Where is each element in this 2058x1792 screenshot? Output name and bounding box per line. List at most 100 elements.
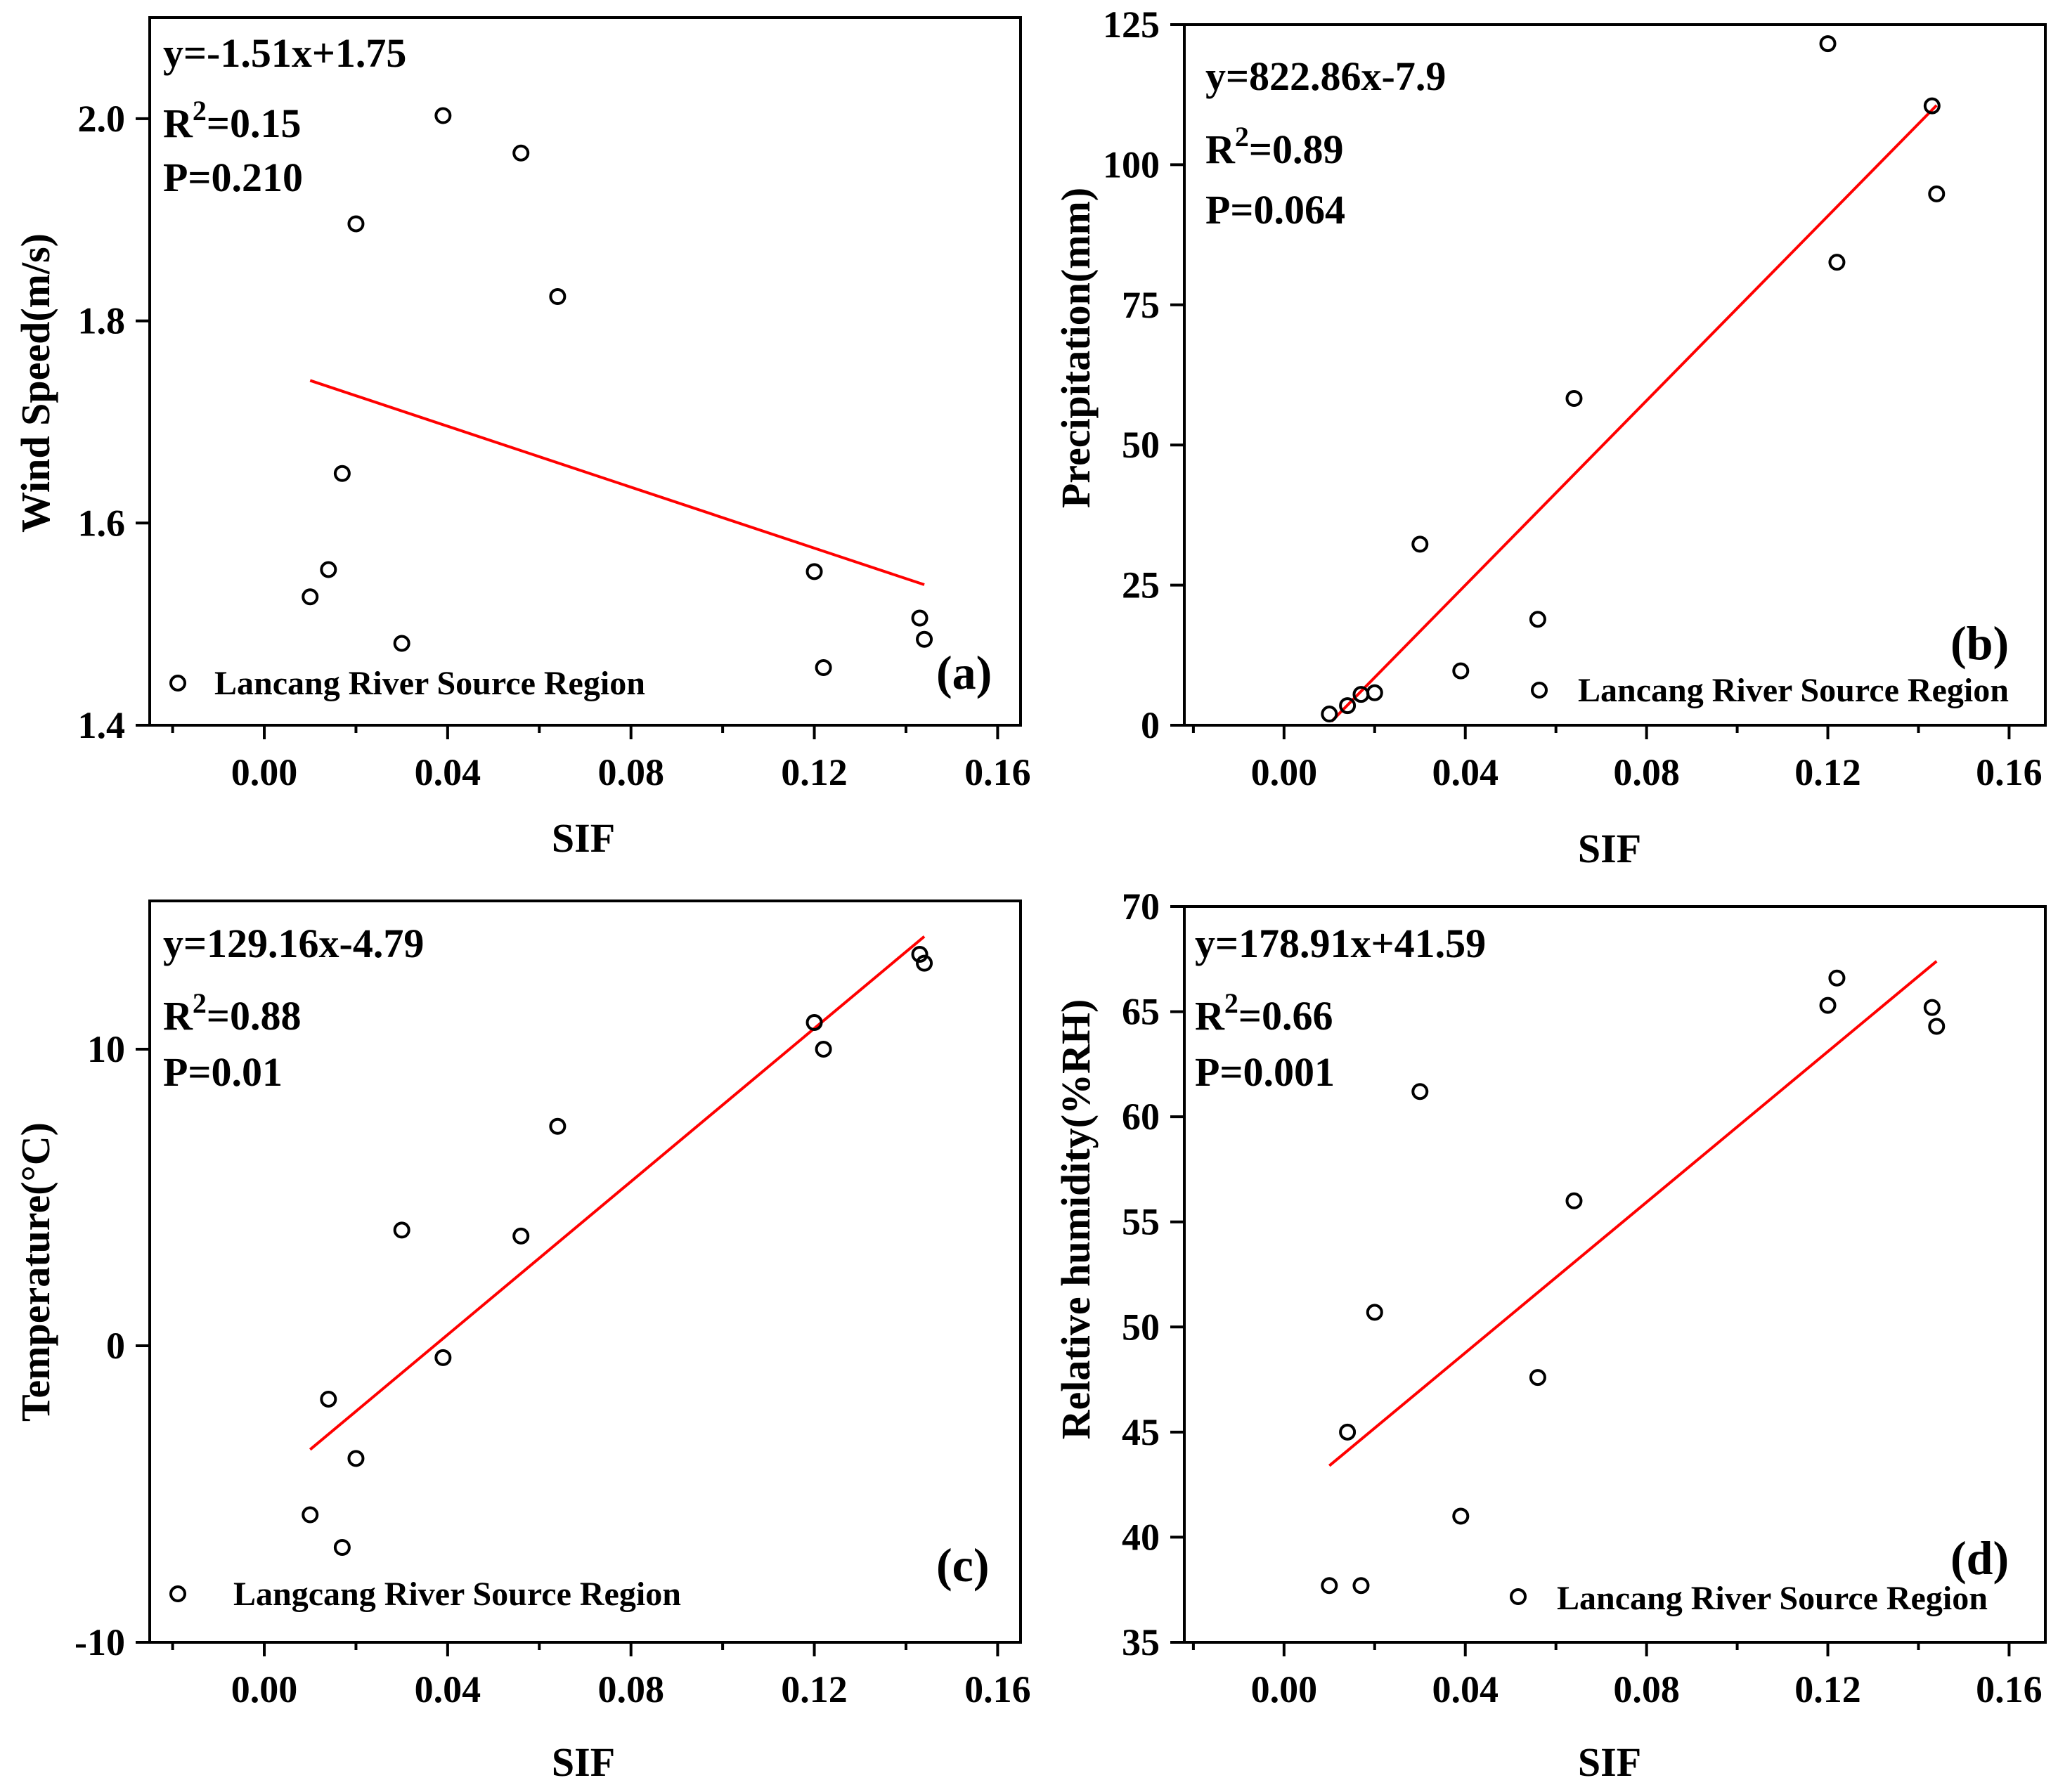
panel-a-y-tick-label: 2.0 <box>78 98 126 140</box>
panel-a-data-point <box>815 659 832 677</box>
panel-a-label: (a) <box>936 646 992 699</box>
panel-c-label: (c) <box>936 1538 989 1592</box>
panel-c-data-point <box>512 1227 530 1245</box>
panel-c-x-tick-label: 0.16 <box>964 1668 1031 1710</box>
panel-c-y-tick-label: 0 <box>106 1325 125 1367</box>
panel-a-y-tick-label: 1.8 <box>78 300 126 342</box>
panel-d-y-axis-title: Relative humidity(%RH) <box>1053 999 1099 1440</box>
panel-c-temperature: y=129.16x-4.79 R2=0.88 P=0.01 Langcang R… <box>13 900 1031 1785</box>
panel-d-y-tick-label: 45 <box>1122 1411 1160 1453</box>
panel-d-y-tick-label: 70 <box>1122 885 1160 928</box>
panel-a-x-tick-label: 0.04 <box>415 751 481 793</box>
panel-c-legend-label: Langcang River Source Region <box>233 1576 681 1613</box>
panel-b-data-point <box>1366 684 1383 701</box>
panel-c-data-point <box>333 1538 351 1556</box>
panel-a-data-point <box>916 630 933 648</box>
panel-d-data-point <box>1819 996 1837 1014</box>
panel-a-data-point <box>333 465 351 482</box>
panel-d-data-point <box>1339 1423 1357 1441</box>
panel-d-data-point <box>1411 1083 1429 1100</box>
panel-d-plot-frame <box>1183 905 2047 1644</box>
panel-a-equation: y=-1.51x+1.75 <box>163 30 406 76</box>
panel-a-x-tick-label: 0.12 <box>781 751 848 793</box>
panel-c-legend-marker <box>169 1585 186 1602</box>
panel-b-legend-marker <box>1531 682 1548 699</box>
panel-b-plot-frame <box>1183 23 2047 727</box>
panel-a-data-point <box>434 107 452 124</box>
panel-b-y-axis-title: Precipitation(mm) <box>1053 188 1099 508</box>
panel-d-x-tick-label: 0.16 <box>1976 1668 2043 1710</box>
panel-b-regression-line <box>1331 104 1938 722</box>
panel-b-p-value: P=0.064 <box>1205 187 1345 233</box>
panel-d-data-point <box>1366 1304 1383 1321</box>
panel-a-data-point <box>911 609 928 627</box>
panel-c-x-tick-label: 0.08 <box>597 1668 664 1710</box>
panel-d-data-point <box>1928 1018 1946 1035</box>
panel-c-data-point <box>393 1221 410 1239</box>
panel-b-y-tick-label: 0 <box>1141 704 1160 746</box>
panel-b-equation: y=822.86x-7.9 <box>1205 53 1446 99</box>
panel-b-legend-label: Lancang River Source Region <box>1578 672 2009 709</box>
panel-c-data-point <box>805 1014 823 1032</box>
panel-d-y-tick-label: 60 <box>1122 1096 1160 1138</box>
panel-b-y-tick-label: 75 <box>1122 284 1160 326</box>
panel-d-relative-humidity: y=178.91x+41.59 R2=0.66 P=0.001 Lancang … <box>1053 885 2047 1785</box>
panel-a-x-tick-label: 0.00 <box>231 751 298 793</box>
panel-d-legend-marker <box>1510 1588 1527 1605</box>
panel-a-legend-label: Lancang River Source Region <box>214 665 645 702</box>
panel-d-y-tick-label: 65 <box>1122 991 1160 1033</box>
panel-d-x-tick-label: 0.12 <box>1794 1668 1861 1710</box>
panel-c-x-tick-label: 0.04 <box>415 1668 481 1710</box>
panel-d-x-tick-label: 0.08 <box>1613 1668 1680 1710</box>
panel-d-p-value: P=0.001 <box>1195 1049 1335 1095</box>
panel-d-regression-line <box>1328 960 1938 1467</box>
panel-d-data-point <box>1923 999 1941 1016</box>
panel-c-y-tick-label: 10 <box>87 1028 125 1070</box>
panel-c-data-point <box>320 1390 337 1408</box>
panel-b-y-tick-label: 125 <box>1103 4 1160 46</box>
panel-b-data-point <box>1819 35 1837 53</box>
panel-b-precipitation: y=822.86x-7.9 R2=0.89 P=0.064 Lancang Ri… <box>1053 4 2047 871</box>
panel-d-y-tick-label: 50 <box>1122 1306 1160 1348</box>
panel-a-data-point <box>302 588 319 606</box>
panel-b-data-point <box>1565 389 1583 407</box>
panel-a-data-point <box>512 144 530 162</box>
panel-c-x-tick-label: 0.00 <box>231 1668 298 1710</box>
panel-a-wind-speed: y=-1.51x+1.75 R2=0.15 P=0.210 Lancang Ri… <box>13 16 1031 861</box>
panel-c-data-point <box>549 1117 567 1135</box>
panel-b-data-point <box>1411 535 1429 553</box>
panel-a-data-point <box>805 563 823 580</box>
panel-b-r-squared: R2=0.89 <box>1205 121 1343 172</box>
panel-a-data-point <box>393 635 410 652</box>
panel-d-label: (d) <box>1950 1531 2009 1585</box>
panel-d-y-tick-label: 55 <box>1122 1201 1160 1243</box>
panel-b-data-point <box>1923 97 1941 115</box>
panel-b-x-axis-title: SIF <box>1578 826 1641 871</box>
panel-a-x-tick-label: 0.16 <box>964 751 1031 793</box>
panel-d-data-point <box>1452 1507 1470 1525</box>
panel-d-legend-label: Lancang River Source Region <box>1557 1580 1988 1617</box>
panel-d-data-point <box>1352 1577 1370 1595</box>
panel-a-data-point <box>549 288 567 306</box>
panel-a-r-squared: R2=0.15 <box>163 95 301 146</box>
panel-a-p-value: P=0.210 <box>163 155 303 200</box>
panel-c-data-point <box>302 1506 319 1524</box>
panel-d-data-point <box>1828 969 1846 987</box>
panel-b-label: (b) <box>1950 616 2009 670</box>
panel-a-data-point <box>320 561 337 578</box>
panel-a-y-tick-label: 1.4 <box>78 704 126 746</box>
panel-a-data-point <box>347 215 365 233</box>
panel-b-data-point <box>1529 611 1546 628</box>
panel-b-y-tick-label: 100 <box>1103 143 1160 186</box>
panel-a-x-tick-label: 0.08 <box>597 751 664 793</box>
panel-a-legend-marker <box>169 675 186 692</box>
panel-c-x-tick-label: 0.12 <box>781 1668 848 1710</box>
panel-b-y-tick-label: 25 <box>1122 564 1160 606</box>
panel-c-data-point <box>911 945 928 963</box>
panel-d-y-tick-label: 35 <box>1122 1621 1160 1663</box>
panel-c-data-point <box>916 954 933 972</box>
panel-b-data-point <box>1339 697 1357 715</box>
panel-b-x-tick-label: 0.16 <box>1976 751 2043 793</box>
panel-b-data-point <box>1321 706 1338 723</box>
panel-c-data-point <box>347 1450 365 1467</box>
